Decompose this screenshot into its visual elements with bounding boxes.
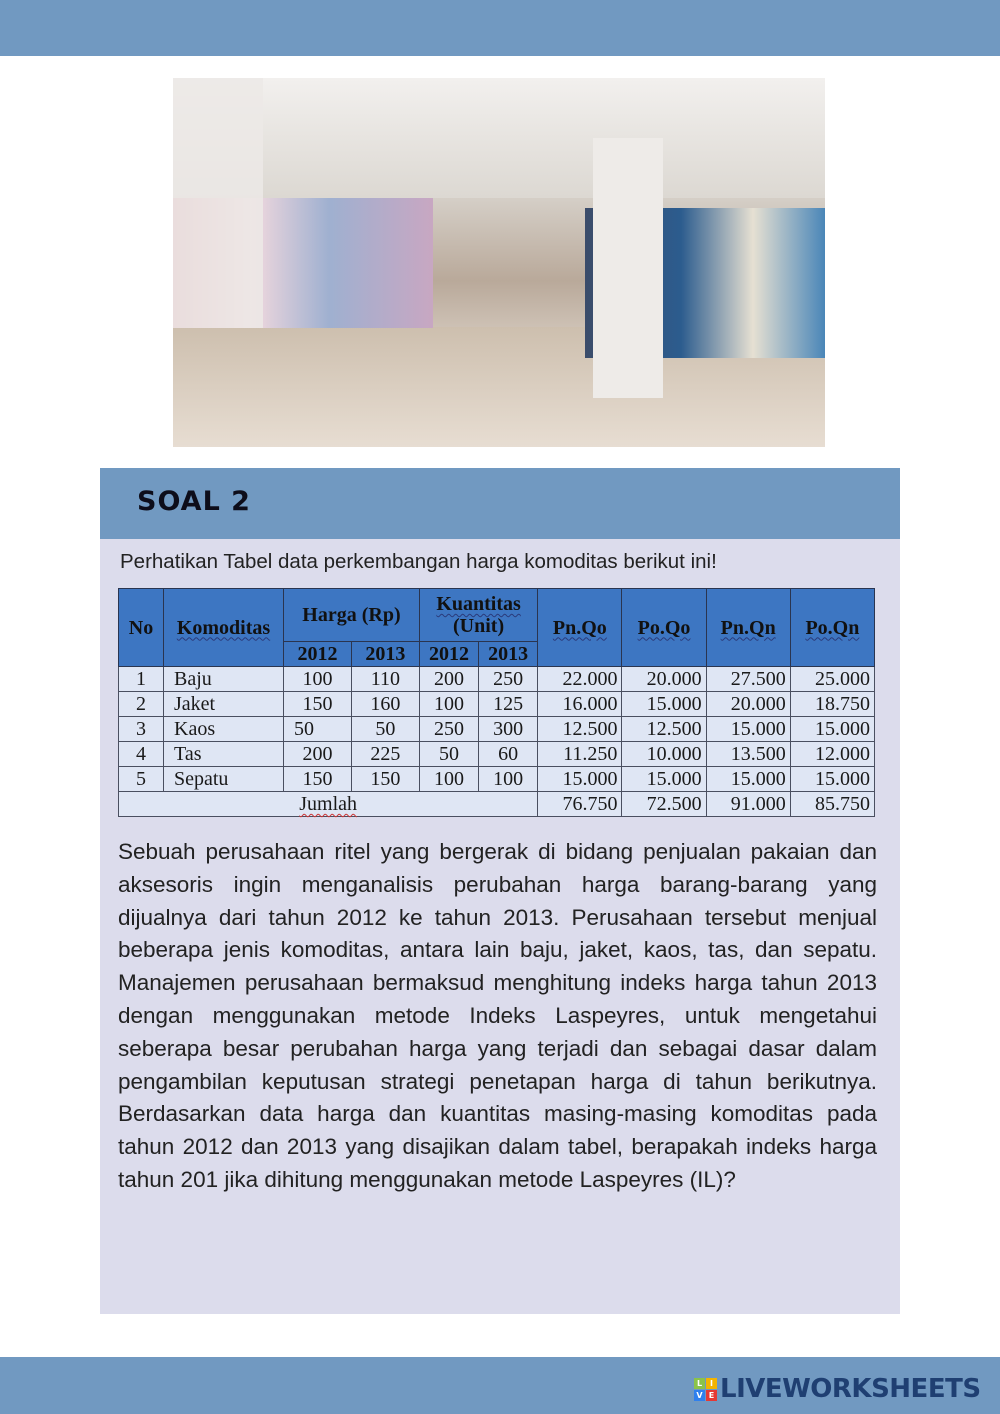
header-harga: Harga (Rp) <box>302 604 401 626</box>
cell-pnqo: 22.000 <box>537 666 623 692</box>
cell-kuantitas-2013: 125 <box>478 691 539 717</box>
cell-poqn: 15.000 <box>789 716 876 742</box>
table-row: 3 Kaos 50 50 250 300 12.500 12.500 15.000 15.000 <box>118 716 876 742</box>
cell-pnqn: 13.500 <box>705 741 791 767</box>
header-pnqn: Pn.Qn <box>720 616 776 639</box>
photo-pillar <box>593 138 663 398</box>
cell-kuantitas-2012: 250 <box>418 716 480 742</box>
total-row: Jumlah 76.750 72.500 91.000 85.750 <box>117 791 876 817</box>
cell-komoditas: Jaket <box>163 691 284 717</box>
cell-no: 2 <box>118 691 164 717</box>
cell-pnqo: 11.250 <box>537 741 623 767</box>
header-year: 2013 <box>488 643 529 665</box>
photo-pillar <box>173 78 263 328</box>
question-card: SOAL 2 Perhatikan Tabel data perkembanga… <box>100 468 900 1314</box>
header-year: 2013 <box>365 643 406 665</box>
commodity-table: No Komoditas Harga (Rp) Kuantitas (Unit) … <box>117 588 876 817</box>
top-band <box>0 0 1000 56</box>
cell-no: 4 <box>118 741 164 767</box>
cell-komoditas: Baju <box>163 666 284 692</box>
header-poqn: Po.Qn <box>805 616 860 639</box>
header-pnqo: Pn.Qo <box>552 616 607 639</box>
bottom-band <box>0 1357 1000 1414</box>
logo-squares-icon: L I V E <box>694 1377 717 1401</box>
card-title: SOAL 2 <box>137 486 251 517</box>
cell-poqn: 12.000 <box>789 741 876 767</box>
header-poqo: Po.Qo <box>637 616 691 639</box>
card-header: SOAL 2 <box>100 468 900 539</box>
cell-kuantitas-2013: 100 <box>478 766 539 792</box>
cell-harga-2013: 160 <box>350 691 420 717</box>
cell-poqn: 15.000 <box>789 766 876 792</box>
cell-pnqo: 12.500 <box>537 716 623 742</box>
cell-harga-2012: 50 <box>283 716 352 742</box>
cell-poqo: 15.000 <box>621 766 707 792</box>
cell-pnqn: 15.000 <box>705 716 791 742</box>
cell-pnqn: 15.000 <box>705 766 791 792</box>
header-unit: (Unit) <box>453 615 505 637</box>
cell-poqo: 15.000 <box>621 691 707 717</box>
cell-kuantitas-2013: 300 <box>478 716 539 742</box>
cell-kuantitas-2012: 100 <box>418 691 480 717</box>
header-year: 2012 <box>297 643 338 665</box>
cell-komoditas: Kaos <box>163 716 284 742</box>
cell-poqo: 10.000 <box>621 741 707 767</box>
table-row: 5 Sepatu 150 150 100 100 15.000 15.000 15.000 15.… <box>118 766 876 792</box>
cell-no: 3 <box>118 716 164 742</box>
header-komoditas: Komoditas <box>176 616 271 639</box>
total-poqn: 85.750 <box>789 791 876 817</box>
total-pnqn: 91.000 <box>705 791 791 817</box>
logo-text: LIVEWORKSHEETS <box>720 1374 981 1404</box>
cell-kuantitas-2012: 50 <box>418 741 480 767</box>
header-kuantitas: Kuantitas <box>436 593 521 615</box>
cell-poqn: 18.750 <box>789 691 876 717</box>
cell-no: 5 <box>118 766 164 792</box>
cell-pnqn: 27.500 <box>705 666 791 692</box>
store-photo <box>173 78 825 447</box>
table-row: 4 Tas 200 225 50 60 11.250 10.000 13.500 12.000 <box>118 741 876 767</box>
cell-poqn: 25.000 <box>789 666 876 692</box>
cell-komoditas: Sepatu <box>163 766 284 792</box>
table-row: 1 Baju 100 110 200 250 22.000 20.000 27.500 25.00… <box>118 666 876 692</box>
cell-harga-2012: 200 <box>283 741 352 767</box>
table-row: 2 Jaket 150 160 100 125 16.000 15.000 20.000 18.7… <box>118 691 876 717</box>
total-poqo: 72.500 <box>621 791 707 817</box>
cell-kuantitas-2012: 200 <box>418 666 480 692</box>
header-no: No <box>128 616 154 639</box>
cell-harga-2012: 100 <box>283 666 352 692</box>
cell-kuantitas-2012: 100 <box>418 766 480 792</box>
total-pnqo: 76.750 <box>537 791 623 817</box>
cell-harga-2013: 225 <box>350 741 420 767</box>
cell-poqo: 20.000 <box>621 666 707 692</box>
liveworksheets-logo: L I V E LIVEWORKSHEETS <box>694 1374 981 1404</box>
cell-pnqo: 16.000 <box>537 691 623 717</box>
photo-ceiling <box>173 78 825 198</box>
cell-harga-2012: 150 <box>283 766 352 792</box>
cell-no: 1 <box>118 666 164 692</box>
header-year: 2012 <box>428 643 469 665</box>
total-label: Jumlah <box>299 793 358 815</box>
cell-kuantitas-2013: 60 <box>478 741 539 767</box>
cell-harga-2013: 110 <box>350 666 420 692</box>
cell-kuantitas-2013: 250 <box>478 666 539 692</box>
cell-harga-2012: 150 <box>283 691 352 717</box>
cell-harga-2013: 50 <box>350 716 420 742</box>
cell-harga-2013: 150 <box>350 766 420 792</box>
cell-pnqn: 20.000 <box>705 691 791 717</box>
cell-poqo: 12.500 <box>621 716 707 742</box>
question-text: Sebuah perusahaan ritel yang bergerak di… <box>118 839 877 1192</box>
intro-text: Perhatikan Tabel data perkembangan harga… <box>120 550 717 573</box>
cell-pnqo: 15.000 <box>537 766 623 792</box>
cell-komoditas: Tas <box>163 741 284 767</box>
